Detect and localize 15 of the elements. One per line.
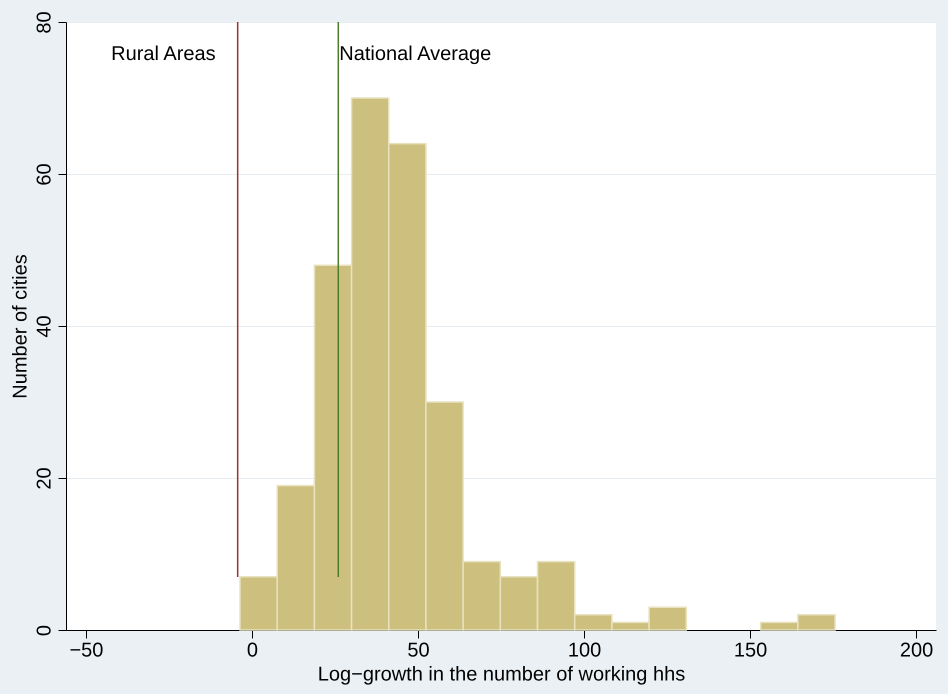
ref-line-label: Rural Areas xyxy=(111,43,216,65)
x-tick-label: 200 xyxy=(900,640,934,662)
x-tick-label: −50 xyxy=(69,640,104,662)
x-tick-label: 100 xyxy=(568,640,602,662)
y-tick-label: 20 xyxy=(34,467,56,490)
y-tick-label: 80 xyxy=(34,11,56,34)
y-tick-label: 60 xyxy=(34,163,56,186)
x-tick-label: 50 xyxy=(407,640,430,662)
y-axis-title: Number of cities xyxy=(10,254,32,399)
x-axis-title: Log−growth in the number of working hhs xyxy=(318,664,686,686)
x-tick-label: 150 xyxy=(734,640,768,662)
x-tick-label: 0 xyxy=(246,640,258,662)
y-tick-label: 0 xyxy=(34,624,56,636)
y-tick-label: 40 xyxy=(34,315,56,338)
ref-line-label: National Average xyxy=(339,43,492,65)
